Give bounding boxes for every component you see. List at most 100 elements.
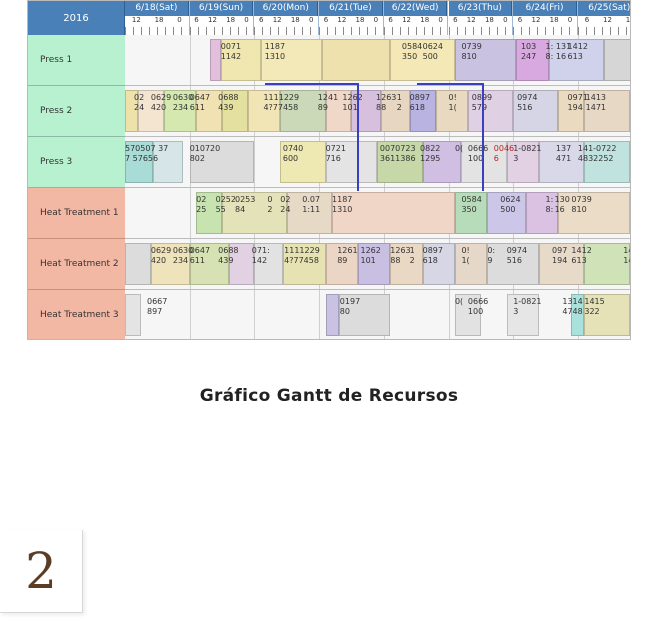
task-bar[interactable]: [357, 243, 391, 285]
hour-label: 0: [438, 16, 443, 24]
task-bar[interactable]: [196, 192, 223, 234]
task-bar[interactable]: [422, 243, 455, 285]
task-bar[interactable]: [513, 90, 559, 132]
resource-label[interactable]: Press 1: [28, 35, 125, 86]
task-label: 0897 618: [422, 246, 443, 265]
hour-labels: 6 12 18: [578, 16, 630, 26]
task-bar[interactable]: [515, 39, 550, 81]
task-bar[interactable]: [584, 243, 630, 285]
task-bar[interactable]: [153, 141, 184, 183]
task-bar[interactable]: [125, 243, 151, 285]
task-label: 0624 500: [500, 195, 521, 214]
task-bar[interactable]: [325, 243, 358, 285]
task-bar[interactable]: [467, 90, 514, 132]
task-label: 0822 1295: [420, 144, 441, 163]
task-bar[interactable]: [390, 39, 455, 81]
task-label: 0721 716: [325, 144, 346, 163]
task-bar[interactable]: [338, 294, 391, 336]
task-label: 0647 611: [189, 246, 211, 265]
task-bar[interactable]: [125, 141, 154, 183]
hour-label: 6: [259, 16, 264, 24]
task-bar[interactable]: [409, 90, 436, 132]
task-bar[interactable]: [539, 243, 585, 285]
task-bar[interactable]: [280, 141, 326, 183]
task-bar[interactable]: [487, 243, 540, 285]
task-bar[interactable]: [196, 90, 223, 132]
task-bar[interactable]: [454, 294, 481, 336]
resource-label[interactable]: Heat Treatment 3: [28, 290, 125, 339]
task-bar[interactable]: [222, 90, 248, 132]
resource-label[interactable]: Heat Treatment 2: [28, 239, 125, 290]
task-bar[interactable]: [189, 141, 255, 183]
task-label: 010720 802: [189, 144, 221, 163]
task-label: 0666 100: [467, 144, 489, 163]
day-gridline: [319, 290, 321, 339]
task-label: 0688 439: [218, 246, 239, 265]
task-label: 02 24: [280, 195, 291, 214]
task-label: 1 2: [409, 246, 415, 265]
task-bar[interactable]: [558, 192, 630, 234]
task-bar[interactable]: [506, 294, 540, 336]
task-bar[interactable]: [228, 243, 255, 285]
gantt-chart[interactable]: 2016 6/18(Sat) 12 18 0 6/19(Sun) 6 12 18 0 6/20(M…: [27, 0, 631, 340]
task-bar[interactable]: [150, 243, 190, 285]
task-bar[interactable]: [325, 141, 378, 183]
task-bar[interactable]: [571, 294, 585, 336]
task-bar[interactable]: [247, 90, 281, 132]
hour-label: 12: [402, 16, 412, 24]
day-column: 6/22(Wed) 6 12 18 0: [383, 1, 449, 35]
task-bar[interactable]: [584, 141, 630, 183]
task-bar[interactable]: [254, 243, 283, 285]
task-bar[interactable]: [325, 294, 339, 336]
hour-label: 18: [355, 16, 365, 24]
task-bar[interactable]: [390, 243, 423, 285]
task-bar[interactable]: [282, 243, 326, 285]
task-bar[interactable]: [137, 90, 164, 132]
task-bar[interactable]: [461, 141, 507, 183]
task-bar[interactable]: [422, 141, 462, 183]
task-bar[interactable]: [584, 294, 630, 336]
task-bar[interactable]: [549, 39, 604, 81]
task-bar[interactable]: [163, 90, 197, 132]
task-bar[interactable]: [377, 141, 423, 183]
task-bar[interactable]: [454, 39, 516, 81]
task-bar[interactable]: [222, 192, 287, 234]
hour-ticks: [189, 27, 254, 35]
resource-label[interactable]: Press 2: [28, 86, 125, 137]
task-bar[interactable]: [220, 39, 261, 81]
task-bar[interactable]: [603, 39, 630, 81]
task-bar[interactable]: [351, 90, 382, 132]
hour-label: 0: [567, 16, 573, 24]
task-bar[interactable]: [526, 192, 559, 234]
task-bar[interactable]: [487, 192, 527, 234]
task-bar[interactable]: [189, 243, 229, 285]
task-bar[interactable]: [321, 39, 391, 81]
task-bar[interactable]: [286, 192, 333, 234]
day-column: 6/21(Tue) 6 12 18 0: [319, 1, 384, 35]
day-label: 6/24(Fri): [513, 1, 577, 16]
hour-label: 0: [244, 16, 249, 24]
hour-label: 0: [373, 16, 379, 24]
task-bar[interactable]: [558, 90, 585, 132]
task-bar[interactable]: [584, 90, 630, 132]
task-bar[interactable]: [539, 141, 585, 183]
resource-label[interactable]: Press 3: [28, 137, 125, 188]
task-bar[interactable]: [435, 90, 468, 132]
task-bar[interactable]: [280, 90, 326, 132]
hour-label: 6: [388, 16, 393, 24]
resource-label[interactable]: Heat Treatment 1: [28, 188, 125, 239]
task-label: 0666 100: [467, 297, 489, 316]
task-bar[interactable]: [332, 192, 455, 234]
task-bar[interactable]: [125, 90, 138, 132]
task-bar[interactable]: [125, 294, 141, 336]
task-bar[interactable]: [325, 90, 352, 132]
task-bar[interactable]: [454, 192, 488, 234]
task-bar[interactable]: [454, 243, 488, 285]
task-bar[interactable]: [381, 90, 410, 132]
day-gridline: [189, 35, 191, 85]
task-label: 0: 9: [487, 246, 496, 265]
task-bar[interactable]: [260, 39, 322, 81]
task-bar[interactable]: [210, 39, 221, 81]
task-bar[interactable]: [506, 141, 540, 183]
task-label: 0688 439: [218, 93, 239, 112]
